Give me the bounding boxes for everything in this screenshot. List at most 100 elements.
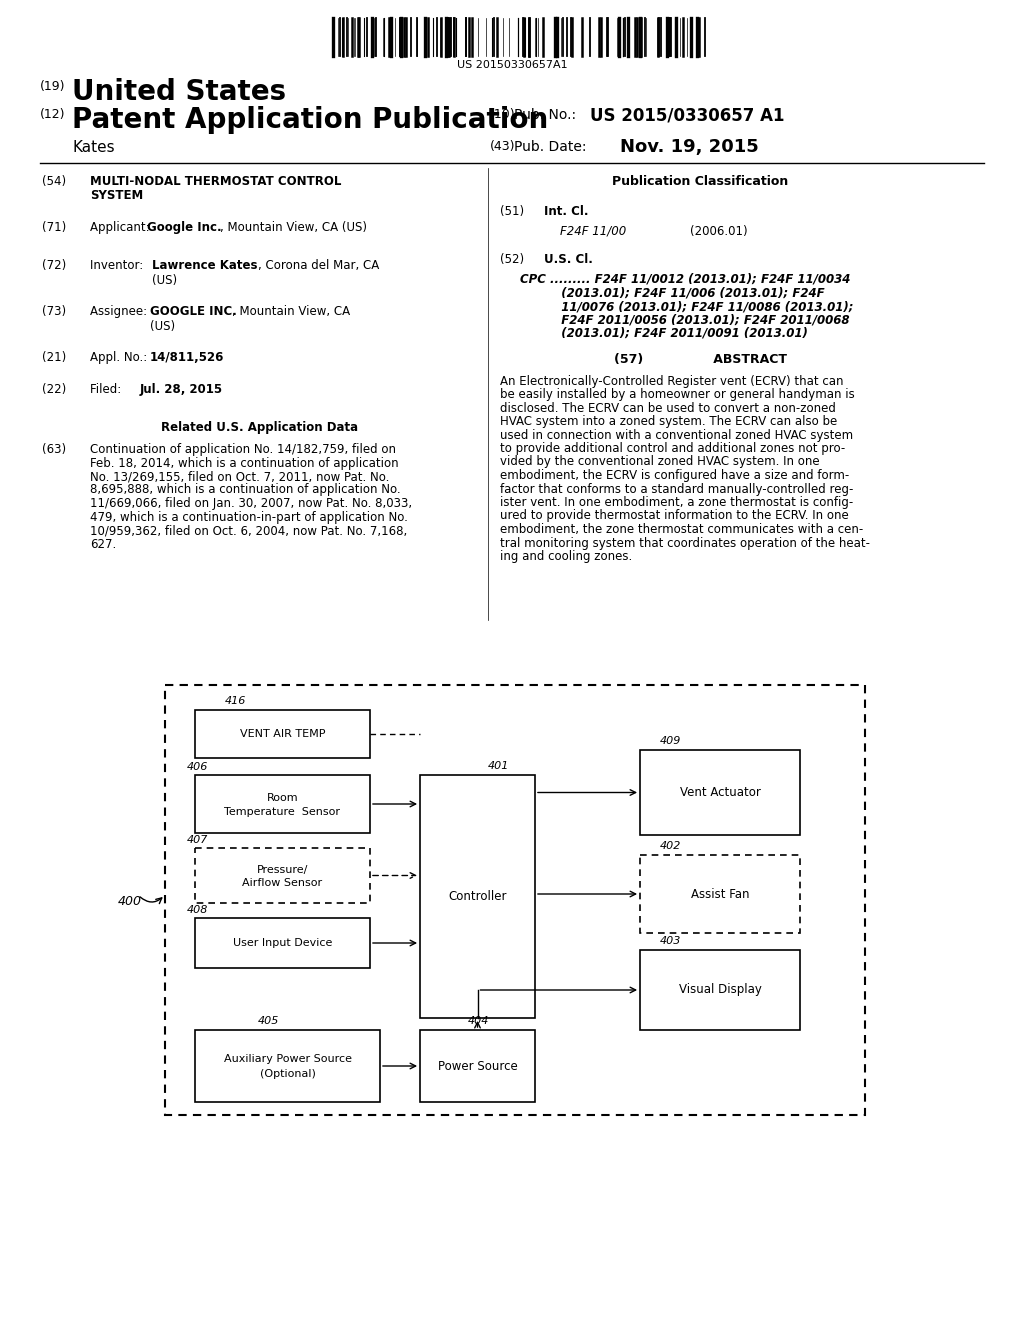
Text: Pub. No.:: Pub. No.:: [514, 108, 577, 121]
Text: 14/811,526: 14/811,526: [150, 351, 224, 364]
Text: (71): (71): [42, 220, 67, 234]
Text: Pressure/: Pressure/: [257, 865, 308, 874]
Text: CPC ......... F24F 11/0012 (2013.01); F24F 11/0034: CPC ......... F24F 11/0012 (2013.01); F2…: [520, 273, 850, 286]
Text: (Optional): (Optional): [259, 1069, 315, 1078]
Text: Pub. Date:: Pub. Date:: [514, 140, 587, 154]
Text: User Input Device: User Input Device: [232, 939, 332, 948]
Text: Controller: Controller: [449, 890, 507, 903]
Text: (43): (43): [490, 140, 515, 153]
Text: Temperature  Sensor: Temperature Sensor: [224, 807, 341, 817]
Bar: [165, 685, 865, 1115]
Text: 409: 409: [660, 737, 681, 746]
Text: Related U.S. Application Data: Related U.S. Application Data: [162, 421, 358, 434]
Text: US 2015/0330657 A1: US 2015/0330657 A1: [590, 106, 784, 124]
Text: 406: 406: [187, 762, 208, 772]
Text: MULTI-NODAL THERMOSTAT CONTROL: MULTI-NODAL THERMOSTAT CONTROL: [90, 176, 341, 187]
Text: Room: Room: [266, 793, 298, 803]
Text: (US): (US): [150, 319, 175, 333]
Text: (22): (22): [42, 383, 67, 396]
Text: 8,695,888, which is a continuation of application No.: 8,695,888, which is a continuation of ap…: [90, 483, 400, 496]
Text: SYSTEM: SYSTEM: [90, 189, 143, 202]
Text: (10): (10): [490, 108, 516, 121]
Text: disclosed. The ECRV can be used to convert a non-zoned: disclosed. The ECRV can be used to conve…: [500, 401, 836, 414]
Text: Assignee:: Assignee:: [90, 305, 151, 318]
Text: Nov. 19, 2015: Nov. 19, 2015: [620, 139, 759, 156]
Text: (73): (73): [42, 305, 67, 318]
Text: Applicant:: Applicant:: [90, 220, 154, 234]
Text: (2013.01); F24F 11/006 (2013.01); F24F: (2013.01); F24F 11/006 (2013.01); F24F: [520, 286, 824, 300]
Text: F24F 2011/0056 (2013.01); F24F 2011/0068: F24F 2011/0056 (2013.01); F24F 2011/0068: [520, 314, 850, 326]
Text: Filed:: Filed:: [90, 383, 147, 396]
Text: be easily installed by a homeowner or general handyman is: be easily installed by a homeowner or ge…: [500, 388, 855, 401]
Text: 10/959,362, filed on Oct. 6, 2004, now Pat. No. 7,168,: 10/959,362, filed on Oct. 6, 2004, now P…: [90, 524, 408, 537]
Text: Assist Fan: Assist Fan: [691, 887, 750, 900]
Bar: [195, 847, 370, 903]
Text: 402: 402: [660, 841, 681, 851]
Text: embodiment, the zone thermostat communicates with a cen-: embodiment, the zone thermostat communic…: [500, 523, 863, 536]
Bar: [640, 950, 800, 1030]
Bar: [420, 775, 535, 1018]
Text: US 20150330657A1: US 20150330657A1: [457, 59, 567, 70]
Text: 404: 404: [468, 1016, 488, 1026]
Text: GOOGLE INC.: GOOGLE INC.: [150, 305, 237, 318]
Text: , Corona del Mar, CA: , Corona del Mar, CA: [258, 259, 379, 272]
Text: U.S. Cl.: U.S. Cl.: [544, 253, 593, 267]
Text: Google Inc.: Google Inc.: [147, 220, 221, 234]
Text: ister vent. In one embodiment, a zone thermostat is config-: ister vent. In one embodiment, a zone th…: [500, 496, 853, 510]
Text: (63): (63): [42, 444, 67, 455]
Text: 11/0076 (2013.01); F24F 11/0086 (2013.01);: 11/0076 (2013.01); F24F 11/0086 (2013.01…: [520, 300, 853, 313]
Bar: [195, 917, 370, 968]
Bar: [195, 1030, 380, 1102]
Text: used in connection with a conventional zoned HVAC system: used in connection with a conventional z…: [500, 429, 853, 441]
Text: Kates: Kates: [72, 140, 115, 154]
Text: 403: 403: [660, 936, 681, 946]
Text: Publication Classification: Publication Classification: [612, 176, 788, 187]
Text: ured to provide thermostat information to the ECRV. In one: ured to provide thermostat information t…: [500, 510, 849, 523]
Text: (54): (54): [42, 176, 67, 187]
Text: Appl. No.:: Appl. No.:: [90, 351, 147, 364]
Text: (72): (72): [42, 259, 67, 272]
Text: (52): (52): [500, 253, 524, 267]
Text: (2013.01); F24F 2011/0091 (2013.01): (2013.01); F24F 2011/0091 (2013.01): [520, 327, 808, 341]
Text: 401: 401: [487, 762, 509, 771]
Bar: [420, 1030, 535, 1102]
Text: vided by the conventional zoned HVAC system. In one: vided by the conventional zoned HVAC sys…: [500, 455, 819, 469]
Text: 408: 408: [187, 906, 208, 915]
Text: Jul. 28, 2015: Jul. 28, 2015: [140, 383, 223, 396]
Bar: [195, 775, 370, 833]
Text: (19): (19): [40, 81, 66, 92]
Text: Airflow Sensor: Airflow Sensor: [243, 879, 323, 888]
Text: Auxiliary Power Source: Auxiliary Power Source: [223, 1053, 351, 1064]
Text: (57)                ABSTRACT: (57) ABSTRACT: [613, 352, 786, 366]
Text: 400: 400: [118, 895, 142, 908]
Text: Power Source: Power Source: [437, 1060, 517, 1072]
Text: , Mountain View, CA: , Mountain View, CA: [232, 305, 350, 318]
Bar: [195, 710, 370, 758]
Text: ing and cooling zones.: ing and cooling zones.: [500, 550, 632, 564]
Text: (2006.01): (2006.01): [690, 224, 748, 238]
Text: F24F 11/00: F24F 11/00: [560, 224, 627, 238]
Text: 479, which is a continuation-in-part of application No.: 479, which is a continuation-in-part of …: [90, 511, 408, 524]
Text: Lawrence Kates: Lawrence Kates: [152, 259, 257, 272]
Text: (21): (21): [42, 351, 67, 364]
Text: No. 13/269,155, filed on Oct. 7, 2011, now Pat. No.: No. 13/269,155, filed on Oct. 7, 2011, n…: [90, 470, 389, 483]
Text: 407: 407: [187, 836, 208, 845]
Text: Int. Cl.: Int. Cl.: [544, 205, 589, 218]
Text: Continuation of application No. 14/182,759, filed on: Continuation of application No. 14/182,7…: [90, 444, 396, 455]
Text: Feb. 18, 2014, which is a continuation of application: Feb. 18, 2014, which is a continuation o…: [90, 457, 398, 470]
Text: (12): (12): [40, 108, 66, 121]
Text: 11/669,066, filed on Jan. 30, 2007, now Pat. No. 8,033,: 11/669,066, filed on Jan. 30, 2007, now …: [90, 498, 412, 510]
Text: 627.: 627.: [90, 537, 117, 550]
Text: 405: 405: [257, 1016, 279, 1026]
Text: embodiment, the ECRV is configured have a size and form-: embodiment, the ECRV is configured have …: [500, 469, 849, 482]
Text: 416: 416: [225, 696, 247, 706]
Text: , Mountain View, CA (US): , Mountain View, CA (US): [220, 220, 367, 234]
Text: tral monitoring system that coordinates operation of the heat-: tral monitoring system that coordinates …: [500, 536, 870, 549]
Text: An Electronically-Controlled Register vent (ECRV) that can: An Electronically-Controlled Register ve…: [500, 375, 844, 388]
Text: Patent Application Publication: Patent Application Publication: [72, 106, 548, 135]
Text: (US): (US): [152, 275, 177, 286]
Text: VENT AIR TEMP: VENT AIR TEMP: [240, 729, 326, 739]
Text: HVAC system into a zoned system. The ECRV can also be: HVAC system into a zoned system. The ECR…: [500, 414, 838, 428]
Text: to provide additional control and additional zones not pro-: to provide additional control and additi…: [500, 442, 845, 455]
Bar: [640, 750, 800, 836]
